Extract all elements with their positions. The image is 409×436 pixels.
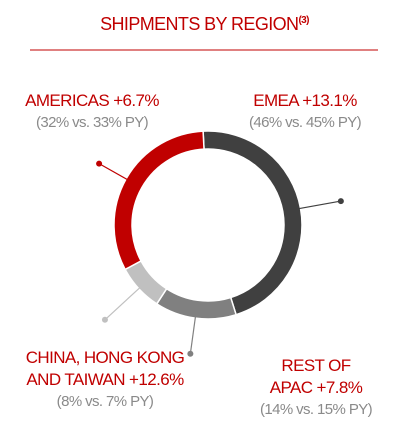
slice-value-label: (32% vs. 33% PY) <box>35 114 149 131</box>
leader-dot <box>337 198 344 205</box>
donut-segment <box>155 287 238 320</box>
slice-label: REST OF APAC +7.8% <box>269 356 363 397</box>
donut-segment <box>202 130 303 316</box>
leader-line <box>98 163 129 181</box>
chart-title: SHIPMENTS BY REGION <box>100 14 299 34</box>
leader-line <box>298 200 341 210</box>
slice-value-label: (8% vs. 7% PY) <box>56 393 154 410</box>
title-note: (3) <box>298 15 309 26</box>
leader-dot <box>101 316 108 323</box>
slice-value-label: (46% vs. 45% PY) <box>248 114 362 131</box>
slice-label: CHINA, HONG KONG AND TAIWAN +12.6% <box>25 348 185 389</box>
donut-segment <box>113 130 205 271</box>
donut-segment <box>124 259 168 305</box>
leader-dot <box>187 350 194 357</box>
leader-dot <box>96 160 103 167</box>
chart-title-block: SHIPMENTS BY REGION(3) <box>0 14 409 35</box>
leader-line <box>189 316 197 354</box>
slice-label: EMEA +13.1% <box>253 91 357 110</box>
slice-value-label: (14% vs. 15% PY) <box>259 401 373 418</box>
leader-line <box>104 286 141 321</box>
slice-label: AMERICAS +6.7% <box>25 91 159 110</box>
